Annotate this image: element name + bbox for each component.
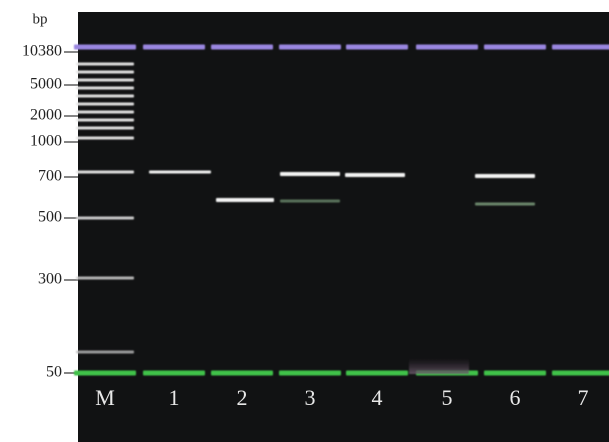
band xyxy=(76,79,134,82)
band xyxy=(346,371,408,376)
smear xyxy=(409,358,469,374)
band xyxy=(76,351,134,354)
band xyxy=(149,171,211,174)
band xyxy=(76,103,134,106)
tick-label: 5000 xyxy=(30,76,62,93)
band xyxy=(143,371,205,376)
lane-label: 5 xyxy=(442,385,453,410)
band xyxy=(211,45,273,50)
tick-label: 50 xyxy=(46,364,62,381)
band xyxy=(484,45,546,50)
lane-label: 4 xyxy=(372,385,383,410)
band xyxy=(143,45,205,50)
tick-label: 2000 xyxy=(30,107,62,124)
band xyxy=(475,203,535,206)
lane-label: M xyxy=(95,385,115,410)
tick-label: 300 xyxy=(38,271,62,288)
band xyxy=(345,173,405,177)
band xyxy=(76,119,134,122)
band xyxy=(279,45,341,50)
band xyxy=(552,371,609,376)
band xyxy=(280,172,340,176)
band xyxy=(76,111,134,114)
band xyxy=(76,171,134,174)
tick-label: 500 xyxy=(38,209,62,226)
lane-label: 6 xyxy=(510,385,521,410)
band xyxy=(76,87,134,90)
lane-label: 7 xyxy=(578,385,589,410)
tick-label: 10380 xyxy=(22,43,62,60)
band xyxy=(211,371,273,376)
band xyxy=(216,198,274,202)
band xyxy=(279,371,341,376)
band xyxy=(280,200,340,203)
tick-label: 700 xyxy=(38,168,62,185)
gel-area xyxy=(78,12,609,442)
band xyxy=(76,63,134,66)
axis-unit: bp xyxy=(33,11,48,27)
band xyxy=(76,127,134,130)
band xyxy=(74,45,136,50)
gel-figure: bp 10380 5000 2000 1000 700 500 300 50 M 1 2 3 4 5 6 7 xyxy=(0,0,609,442)
tick-label: 1000 xyxy=(30,133,62,150)
band xyxy=(76,277,134,280)
band xyxy=(76,137,134,140)
band xyxy=(346,45,408,50)
band xyxy=(74,371,136,376)
band xyxy=(76,71,134,74)
band xyxy=(484,371,546,376)
lane-label: 1 xyxy=(169,385,180,410)
band xyxy=(76,217,134,220)
band xyxy=(552,45,609,50)
lane-label: 3 xyxy=(305,385,316,410)
lane-label: 2 xyxy=(237,385,248,410)
band xyxy=(416,45,478,50)
band xyxy=(76,95,134,98)
band xyxy=(475,174,535,178)
